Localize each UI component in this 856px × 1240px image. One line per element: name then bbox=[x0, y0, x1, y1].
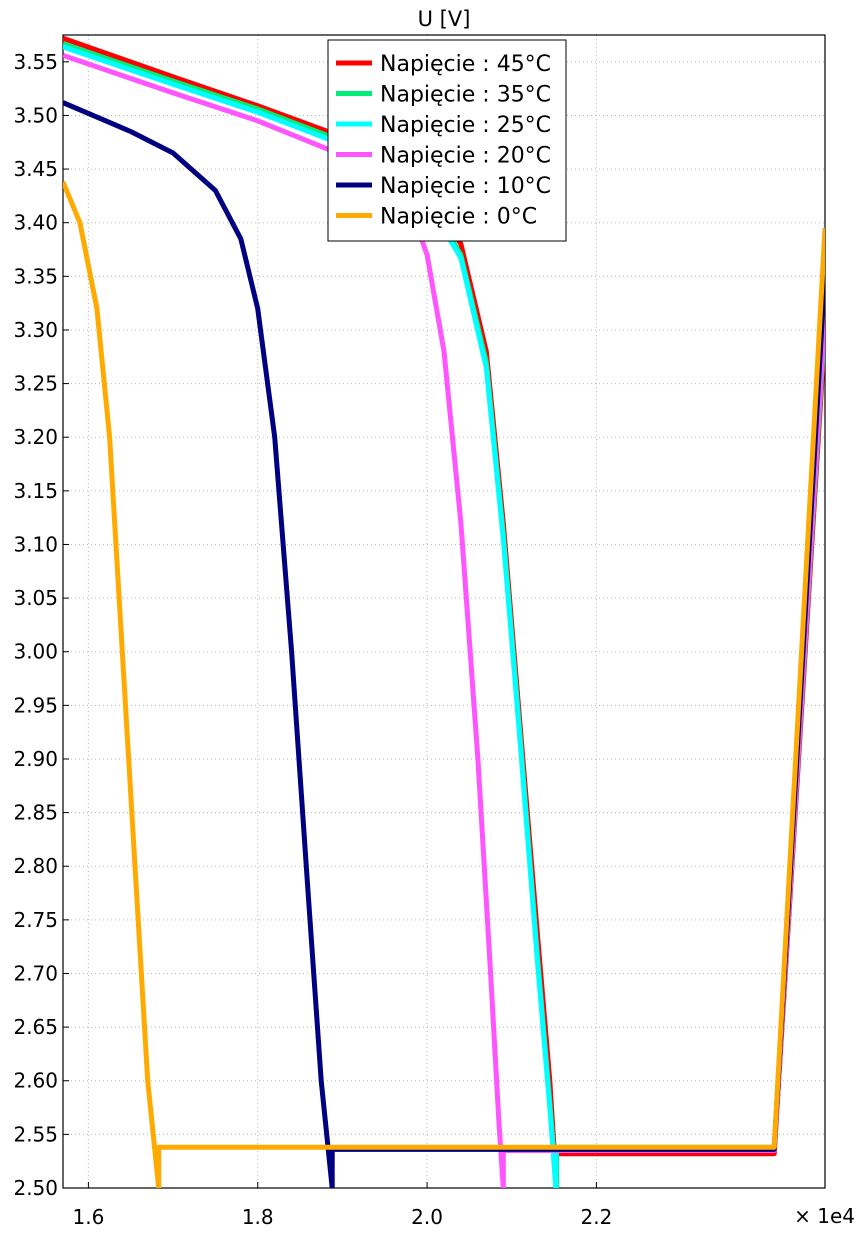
legend-label: Napięcie : 0°C bbox=[380, 205, 537, 230]
x-axis-multiplier-label: × 1e4 bbox=[794, 1204, 855, 1228]
y-tick-label: 2.95 bbox=[13, 693, 58, 717]
y-tick-label: 2.85 bbox=[13, 801, 58, 825]
legend: Napięcie : 45°C Napięcie : 35°C Napięcie :… bbox=[327, 39, 567, 242]
legend-label: Napięcie : 20°C bbox=[380, 144, 551, 169]
x-tick-label: 2.2 bbox=[580, 1205, 612, 1229]
x-axis-ticks: 1.6 1.8 2.0 2.2 bbox=[72, 1182, 612, 1229]
y-tick-label: 3.20 bbox=[13, 425, 58, 449]
legend-label: Napięcie : 35°C bbox=[380, 83, 551, 108]
x-tick-label: 1.8 bbox=[242, 1205, 274, 1229]
y-tick-label: 3.35 bbox=[13, 264, 58, 288]
y-tick-label: 2.55 bbox=[13, 1122, 58, 1146]
legend-box bbox=[327, 39, 567, 242]
series-line-5 bbox=[63, 180, 825, 1188]
y-tick-label: 2.80 bbox=[13, 854, 58, 878]
y-tick-label: 3.25 bbox=[13, 372, 58, 396]
y-tick-label: 2.90 bbox=[13, 747, 58, 771]
y-tick-label: 3.50 bbox=[13, 103, 58, 127]
series-line-4 bbox=[63, 100, 825, 1188]
y-tick-label: 2.60 bbox=[13, 1069, 58, 1093]
y-tick-label: 3.40 bbox=[13, 211, 58, 235]
y-axis-ticks: 2.50 2.55 2.60 2.65 2.70 2.75 2.80 2.85 2.90 2.95… bbox=[13, 50, 69, 1200]
y-tick-label: 3.15 bbox=[13, 479, 58, 503]
legend-label: Napięcie : 25°C bbox=[380, 113, 551, 138]
y-tick-label: 2.50 bbox=[13, 1176, 58, 1200]
chart-title: U [V] bbox=[418, 7, 471, 31]
x-tick-label: 2.0 bbox=[411, 1205, 443, 1229]
y-tick-label: 3.10 bbox=[13, 532, 58, 556]
y-tick-label: 2.65 bbox=[13, 1015, 58, 1039]
legend-label: Napięcie : 45°C bbox=[380, 52, 551, 77]
y-tick-label: 2.70 bbox=[13, 961, 58, 985]
y-tick-label: 2.75 bbox=[13, 908, 58, 932]
y-tick-label: 3.55 bbox=[13, 50, 58, 74]
y-tick-label: 3.05 bbox=[13, 586, 58, 610]
y-tick-label: 3.45 bbox=[13, 157, 58, 181]
y-tick-label: 3.00 bbox=[13, 640, 58, 664]
plot-frame bbox=[62, 34, 826, 1189]
y-tick-label: 3.30 bbox=[13, 318, 58, 342]
x-tick-label: 1.6 bbox=[72, 1205, 104, 1229]
legend-label: Napięcie : 10°C bbox=[380, 174, 551, 199]
